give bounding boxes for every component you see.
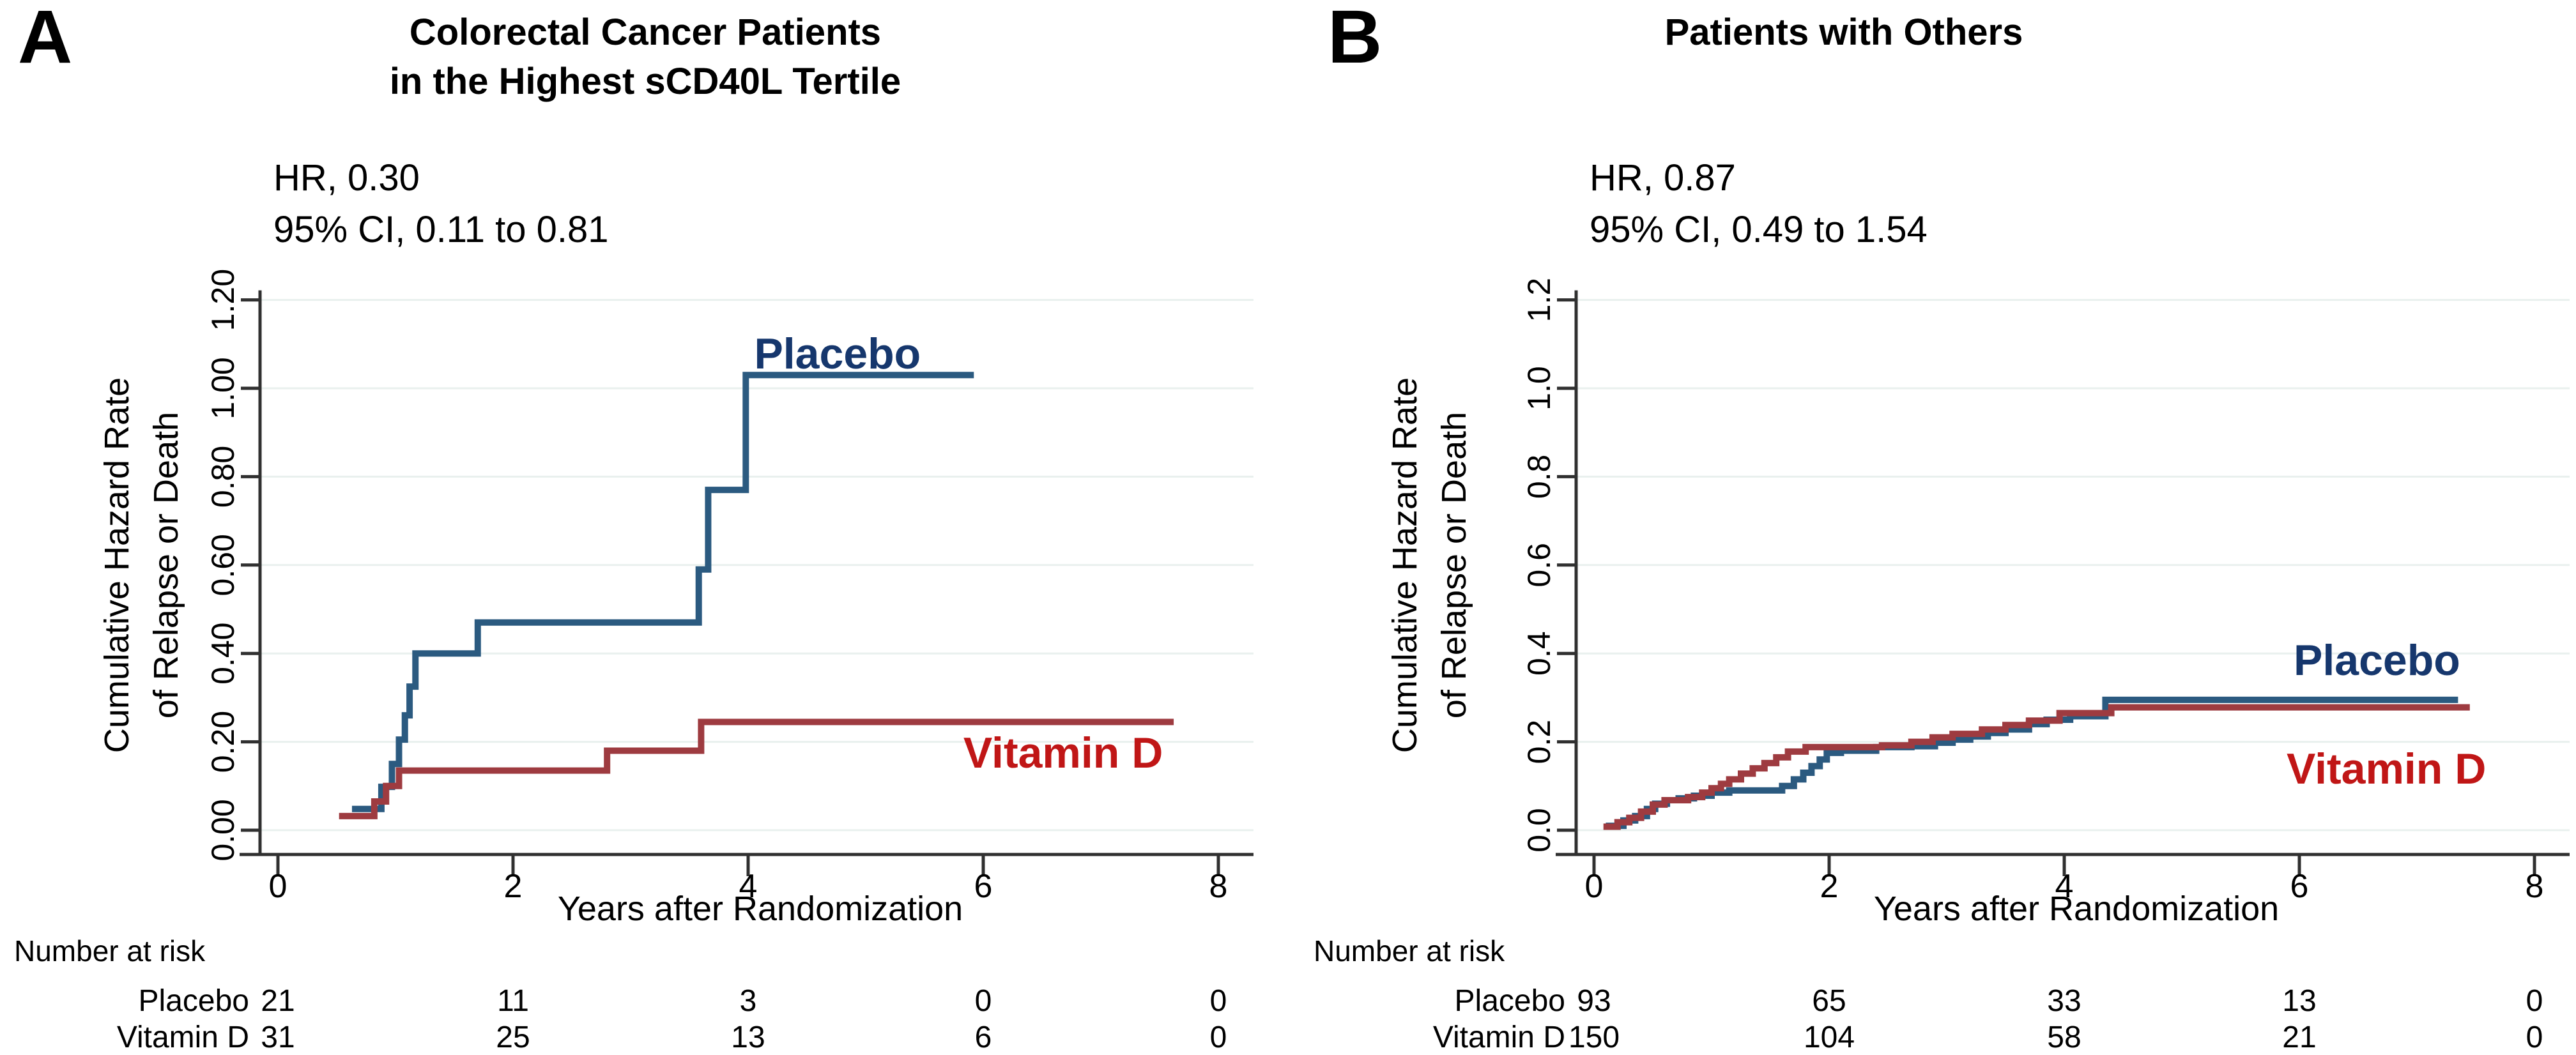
risk-count: 21 bbox=[2282, 1021, 2316, 1054]
y-tick-label: 0.60 bbox=[205, 534, 241, 596]
panel-letter-b: B bbox=[1328, 0, 1383, 79]
title-line: Colorectal Cancer Patients bbox=[409, 11, 882, 53]
panel-letter-a: A bbox=[18, 0, 73, 79]
y-tick-label: 0.0 bbox=[1521, 808, 1557, 853]
y-tick-label: 1.00 bbox=[205, 357, 241, 419]
y-tick-label: 0.2 bbox=[1521, 720, 1557, 764]
number-at-risk-label: Number at risk bbox=[14, 934, 206, 968]
y-tick-label: 1.2 bbox=[1521, 278, 1557, 323]
panel-title-b: Patients with Others bbox=[1416, 8, 2272, 57]
number-at-risk-label: Number at risk bbox=[1314, 934, 1505, 968]
x-tick-label: 4 bbox=[739, 868, 758, 905]
x-tick-label: 0 bbox=[269, 868, 288, 905]
risk-count: 0 bbox=[2526, 984, 2543, 1018]
curve-vitamin-d bbox=[339, 718, 1174, 819]
x-tick-label: 8 bbox=[1209, 868, 1228, 905]
panel-b: B Patients with Others HR, 0.87 95% CI, … bbox=[1288, 0, 2576, 1055]
risk-row-label: Vitamin D bbox=[1433, 1021, 1565, 1054]
curve-label-vitamin-d: Vitamin D bbox=[2286, 745, 2487, 794]
title-line: in the Highest sCD40L Tertile bbox=[389, 61, 901, 103]
risk-count: 93 bbox=[1577, 984, 1611, 1018]
panel-a: A Colorectal Cancer Patients in the High… bbox=[14, 0, 1254, 1054]
y-tick-label: 1.20 bbox=[205, 269, 241, 331]
hr-line: HR, 0.30 bbox=[273, 157, 420, 199]
risk-count: 13 bbox=[2282, 984, 2316, 1018]
risk-count: 33 bbox=[2047, 984, 2081, 1018]
x-axis-title: Years after Randomization bbox=[557, 890, 963, 928]
curve-label-placebo: Placebo bbox=[754, 329, 921, 378]
curve-placebo bbox=[351, 372, 974, 812]
risk-row-label: Placebo bbox=[139, 984, 249, 1018]
risk-count: 0 bbox=[975, 984, 992, 1018]
risk-count: 21 bbox=[261, 984, 295, 1018]
curve-label-vitamin-d: Vitamin D bbox=[963, 729, 1163, 778]
title-line: Patients with Others bbox=[1664, 11, 2023, 53]
risk-row-label: Vitamin D bbox=[117, 1021, 249, 1054]
hazard-ratio-annotation: HR, 0.87 95% CI, 0.49 to 1.54 bbox=[1590, 152, 1928, 255]
hazard-ratio-annotation: HR, 0.30 95% CI, 0.11 to 0.81 bbox=[273, 152, 609, 255]
x-tick-label: 4 bbox=[2055, 868, 2074, 905]
risk-count: 65 bbox=[1812, 984, 1846, 1018]
risk-row-label: Placebo bbox=[1455, 984, 1565, 1018]
x-tick-label: 2 bbox=[504, 868, 523, 905]
x-tick-label: 2 bbox=[1820, 868, 1839, 905]
panel-title-a: Colorectal Cancer Patients in the Highes… bbox=[217, 8, 1073, 106]
y-tick-label: 0.8 bbox=[1521, 455, 1557, 499]
x-tick-label: 8 bbox=[2526, 868, 2544, 905]
y-tick-label: 0.00 bbox=[205, 799, 241, 861]
risk-count: 11 bbox=[497, 984, 529, 1018]
y-tick-label: 1.0 bbox=[1521, 366, 1557, 411]
y-tick-label: 0.6 bbox=[1521, 543, 1557, 588]
risk-count: 31 bbox=[261, 1021, 295, 1054]
risk-count: 13 bbox=[731, 1021, 765, 1054]
survival-chart-b: 0.0 0.2 0.4 0.6 0.8 1.0 1.2 0 2 4 6 8 Placebo 93 65 33 1… bbox=[1433, 278, 2570, 1054]
risk-count: 150 bbox=[1568, 1021, 1620, 1054]
risk-count: 25 bbox=[496, 1021, 530, 1054]
risk-count: 6 bbox=[975, 1021, 992, 1054]
y-tick-label: 0.40 bbox=[205, 623, 241, 685]
x-tick-label: 6 bbox=[974, 868, 993, 905]
hr-line: HR, 0.87 bbox=[1590, 157, 1736, 199]
risk-count: 3 bbox=[740, 984, 757, 1018]
risk-count: 104 bbox=[1804, 1021, 1855, 1054]
y-tick-label: 0.20 bbox=[205, 711, 241, 773]
survival-chart-a: 0.00 0.20 0.40 0.60 0.80 1.00 1.20 0 2 4 6 8 Placebo… bbox=[117, 269, 1254, 1054]
x-tick-label: 0 bbox=[1585, 868, 1604, 905]
risk-count: 0 bbox=[2526, 1021, 2543, 1054]
risk-count: 0 bbox=[1210, 1021, 1227, 1054]
x-tick-label: 6 bbox=[2290, 868, 2309, 905]
risk-count: 58 bbox=[2047, 1021, 2081, 1054]
y-tick-label: 0.80 bbox=[205, 446, 241, 508]
curve-vitamin-d bbox=[1603, 704, 2470, 830]
curve-label-placebo: Placebo bbox=[2294, 635, 2460, 685]
x-axis-title: Years after Randomization bbox=[1873, 890, 2280, 928]
risk-count: 0 bbox=[1210, 984, 1227, 1018]
ci-line: 95% CI, 0.49 to 1.54 bbox=[1590, 209, 1928, 251]
ci-line: 95% CI, 0.11 to 0.81 bbox=[273, 209, 609, 251]
y-tick-label: 0.4 bbox=[1521, 631, 1557, 676]
